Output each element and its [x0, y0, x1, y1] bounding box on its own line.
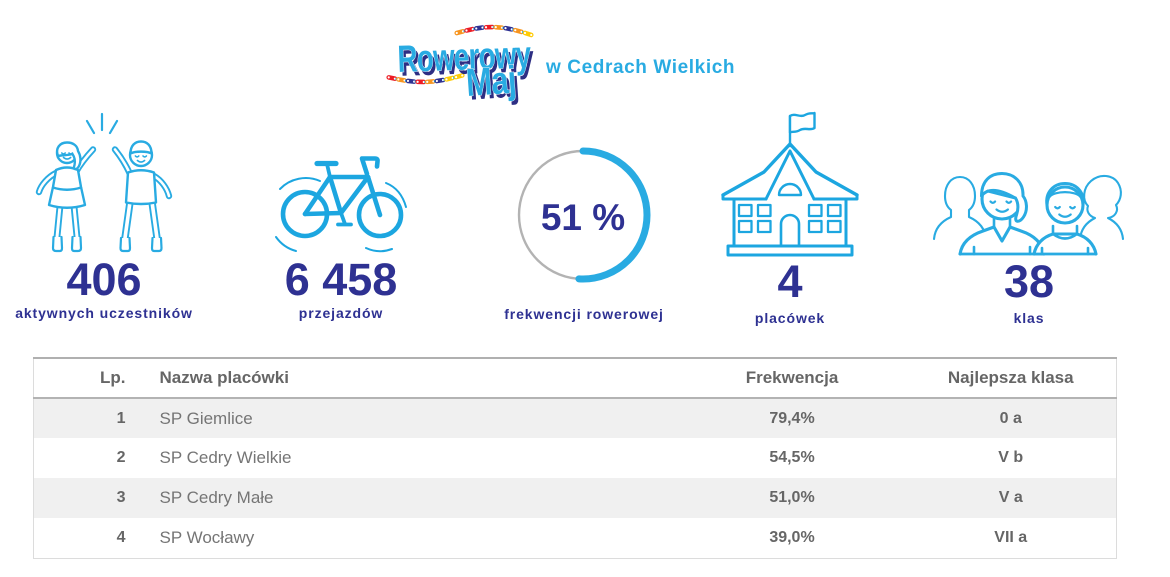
- people-group-icon: [932, 172, 1125, 256]
- cell-lp: 2: [116, 449, 126, 466]
- table-header-row: Lp. Nazwa placówki Frekwencja Najlepsza …: [33, 358, 1117, 398]
- cell-best: 0 a: [999, 409, 1022, 427]
- cell-name: SP Wocławy: [159, 527, 255, 547]
- cell-best: VII a: [994, 528, 1028, 546]
- stat-value-participants: 406: [66, 254, 142, 305]
- cell-lp: 3: [116, 489, 126, 506]
- column-header-best: Najlepsza klasa: [947, 368, 1074, 387]
- school-icon: [721, 111, 859, 257]
- progress-ring: [515, 147, 651, 283]
- cell-best: V b: [998, 449, 1024, 466]
- cell-lp: 4: [116, 528, 126, 546]
- stat-value-rides: 6 458: [284, 254, 398, 305]
- stat-value-classes: 38: [1003, 256, 1055, 307]
- cell-name: SP Giemlice: [159, 408, 253, 428]
- cell-freq: 39,0%: [769, 528, 815, 546]
- stat-label-schools: placówek: [754, 310, 826, 326]
- column-header-lp: Lp.: [100, 368, 126, 387]
- page-title: w Cedrach Wielkich: [546, 57, 736, 78]
- stat-value-frequency: 51 %: [540, 197, 626, 238]
- cell-name: SP Cedry Małe: [159, 488, 274, 507]
- stat-label-rides: przejazdów: [298, 305, 384, 321]
- cell-freq: 54,5%: [769, 449, 815, 466]
- cell-freq: 51,0%: [769, 489, 815, 506]
- table-row: 4 SP Wocławy 39,0% VII a: [34, 518, 1117, 558]
- ranking-table: Lp. Nazwa placówki Frekwencja Najlepsza …: [33, 357, 1117, 559]
- stat-value-schools: 4: [777, 256, 803, 307]
- stat-label-frequency: frekwencji rowerowej: [504, 306, 664, 322]
- logo-text-shadow-1: Rowerowy: [400, 38, 535, 85]
- logo-text-2: Maj: [465, 58, 517, 104]
- kids-highfive-icon: [35, 112, 173, 253]
- chain-decoration-top: [454, 24, 534, 38]
- stat-label-participants: aktywnych uczestników: [15, 305, 193, 321]
- column-header-freq: Frekwencja: [745, 368, 839, 387]
- table-row: 1 SP Giemlice 79,4% 0 a: [33, 398, 1117, 438]
- progress-ring-arc: [515, 147, 651, 283]
- logo-text-1: Rowerowy: [397, 34, 532, 81]
- cell-freq: 79,4%: [769, 409, 815, 427]
- cell-best: V a: [998, 489, 1023, 506]
- bicycle-icon: [275, 156, 407, 253]
- cell-lp: 1: [116, 409, 126, 427]
- stat-label-classes: klas: [1013, 310, 1045, 326]
- table-row: 2 SP Cedry Wielkie 54,5% V b: [34, 438, 1117, 478]
- logo-graphic: Rowerowy Rowerowy Maj Maj: [386, 24, 535, 109]
- column-header-name: Nazwa placówki: [159, 368, 289, 387]
- cell-name: SP Cedry Wielkie: [159, 448, 292, 467]
- rowerowy-maj-logo: Rowerowy Rowerowy Maj Maj: [383, 16, 545, 112]
- chain-decoration-bottom: [386, 73, 465, 85]
- logo-text-shadow-2: Maj: [468, 62, 520, 108]
- table-row: 3 SP Cedry Małe 51,0% V a: [33, 478, 1117, 518]
